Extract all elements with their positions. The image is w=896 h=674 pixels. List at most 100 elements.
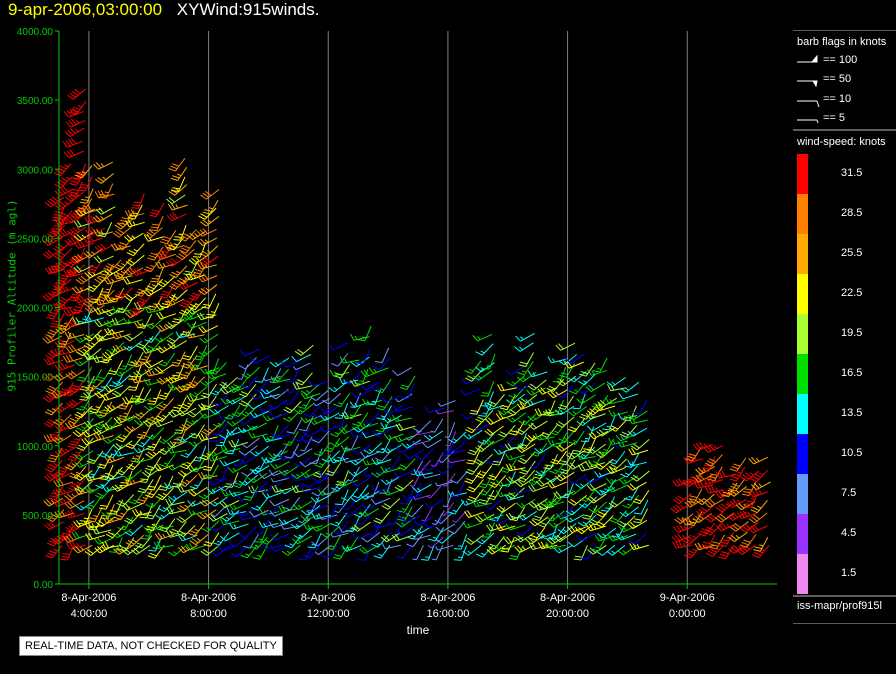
barb-feather <box>191 538 199 544</box>
barb-feather <box>73 297 80 304</box>
barb-feather <box>182 357 190 361</box>
barb-half-feather <box>92 384 97 388</box>
barb-feather <box>54 348 59 356</box>
wind-barb <box>133 445 153 454</box>
barb-half-feather <box>552 358 555 363</box>
barb-half-feather <box>110 453 115 456</box>
barb-feather <box>484 504 491 510</box>
barb-staff <box>83 366 93 382</box>
barb-feather <box>75 545 81 552</box>
barb-half-feather <box>480 552 485 556</box>
barb-feather <box>201 250 209 256</box>
wind-barb <box>103 318 124 328</box>
barb-feather <box>351 481 358 487</box>
barb-feather <box>249 411 255 418</box>
barb-feather <box>233 384 241 388</box>
barb-feather <box>168 337 176 342</box>
barb-feather <box>73 454 81 460</box>
barb-feather <box>118 291 126 296</box>
barb-feather <box>87 519 95 523</box>
barb-feather <box>47 200 54 206</box>
barb-half-feather <box>106 486 110 491</box>
barb-staff <box>438 410 454 415</box>
barb-feather <box>144 420 152 425</box>
barb-half-feather <box>319 462 324 466</box>
barb-feather <box>102 423 108 431</box>
wind-barb <box>91 526 112 535</box>
barb-feather <box>95 215 102 222</box>
barb-feather <box>334 554 342 557</box>
wind-barb <box>89 398 106 414</box>
wind-barb <box>95 377 113 391</box>
wind-barb <box>60 545 75 561</box>
barb-feather <box>69 443 77 446</box>
barb-feather <box>577 390 585 395</box>
wind-barb <box>499 434 516 449</box>
wind-barb <box>178 475 198 487</box>
barb-feather <box>95 378 104 382</box>
barb-staff <box>289 496 301 511</box>
barb-feather <box>464 370 472 374</box>
barb-feather <box>114 274 122 279</box>
barb-feather <box>123 336 131 342</box>
barb-feather <box>460 377 467 384</box>
barb-feather <box>167 551 175 557</box>
barb-feather <box>116 264 124 269</box>
barb-feather <box>219 518 225 526</box>
barb-half-feather <box>386 448 391 452</box>
barb-feather <box>49 293 58 297</box>
wind-barb <box>238 454 259 464</box>
wind-barb <box>95 486 113 499</box>
wind-barb <box>158 442 177 455</box>
barb-feather <box>104 406 111 412</box>
barb-feather <box>80 395 88 399</box>
barb-half-feather <box>412 558 417 561</box>
barb-half-feather <box>173 243 178 246</box>
barb-feather <box>475 418 483 423</box>
barb-staff <box>477 333 493 342</box>
wind-barb <box>76 395 92 411</box>
barb-feather <box>153 464 160 472</box>
barb-feather <box>423 434 430 441</box>
barb-staff <box>254 410 270 419</box>
barb-half-feather <box>231 510 234 515</box>
barb-feather <box>170 377 179 380</box>
barb-feather <box>77 208 84 216</box>
barb-feather <box>68 525 75 532</box>
barb-half-feather <box>237 378 242 380</box>
barb-half-feather <box>465 500 469 505</box>
barb-feather <box>97 235 106 238</box>
barb-feather <box>192 292 200 296</box>
barb-staff <box>98 161 113 170</box>
wind-barb <box>506 412 526 423</box>
barb-feather <box>160 305 168 309</box>
wind-barb <box>156 311 176 320</box>
barb-half-feather <box>158 525 162 530</box>
barb-feather <box>137 490 145 494</box>
barb-feather <box>84 205 90 213</box>
barb-half-feather <box>64 201 69 205</box>
barb-half-feather <box>159 337 164 341</box>
barb-half-feather <box>118 451 122 456</box>
barb-feather <box>156 312 162 320</box>
wind-barb <box>87 507 103 523</box>
barb-feather <box>103 267 111 272</box>
barb-staff <box>411 504 424 517</box>
barb-feather <box>558 421 565 426</box>
barb-feather <box>54 303 62 308</box>
barb-half-feather <box>137 458 141 463</box>
barb-feather <box>66 271 73 276</box>
barb-half-feather <box>265 539 270 543</box>
barb-feather <box>96 319 103 326</box>
wind-barb <box>145 504 161 520</box>
barb-half-feather <box>213 501 218 505</box>
barb-feather <box>67 215 74 222</box>
wind-barb <box>437 400 456 407</box>
wind-barb <box>147 295 163 311</box>
barb-feather <box>147 307 155 311</box>
barb-feather <box>202 468 211 472</box>
barb-staff <box>429 485 442 499</box>
wind-barb <box>569 381 587 395</box>
barb-half-feather <box>75 451 80 454</box>
barb-feather <box>270 545 276 552</box>
